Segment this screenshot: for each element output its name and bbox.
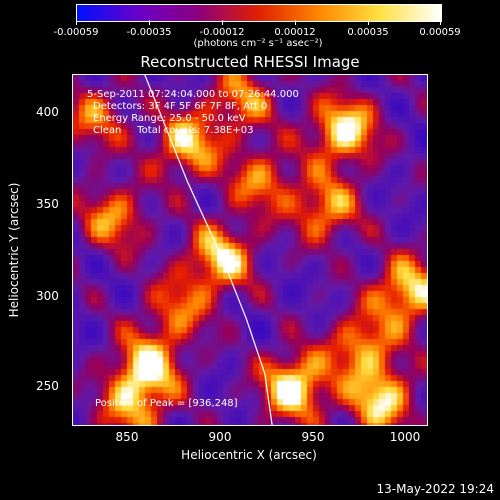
colorbar-tick [76,20,77,25]
colorbar-label: -0.00012 [199,27,245,38]
colorbar-label: -0.00059 [53,27,99,38]
colorbar [76,4,442,22]
clean-counts-label: Clean Total counts: 7.38E+03 [93,125,254,136]
energy-range-label: Energy Range: 25.0 - 50.0 keV [93,113,246,124]
colorbar-label: -0.00035 [126,27,172,38]
y-tick-label: 350 [36,197,59,211]
colorbar-tick [222,20,223,25]
peak-position-label: Position of Peak = [936,248] [95,398,238,409]
time-range-label: 5-Sep-2011 07:24:04.000 to 07:26:44.000 [87,89,299,100]
solar-limb-curve [144,75,273,425]
x-tick-label: 1000 [389,430,421,444]
colorbar-label: 0.00012 [274,27,316,38]
y-axis-label: Heliocentric Y (arcsec) [7,182,21,318]
timestamp: 13-May-2022 19:24 [376,482,494,496]
overlay-svg [144,75,273,425]
plot-area: 5-Sep-2011 07:24:04.000 to 07:26:44.000 … [72,74,428,426]
x-tick-label: 900 [208,430,232,444]
y-tick-label: 250 [36,379,59,393]
chart-title: Reconstructed RHESSI Image [140,53,360,71]
y-tick-label: 400 [36,105,59,119]
colorbar-tick [295,20,296,25]
colorbar-tick [440,20,441,25]
detectors-label: Detectors: 3F 4F 5F 6F 7F 8F, Att 0 [93,101,268,112]
x-tick-label: 950 [301,430,325,444]
colorbar-label: 0.00059 [419,27,461,38]
y-tick-label: 300 [36,289,59,303]
x-tick-label: 850 [115,430,139,444]
colorbar-label: 0.00035 [347,27,389,38]
heatmap-image [73,75,427,425]
colorbar-tick [149,20,150,25]
colorbar-tick [368,20,369,25]
x-axis-label: Heliocentric X (arcsec) [181,448,317,462]
colorbar-units: (photons cm⁻² s⁻¹ asec⁻²) [193,38,323,49]
